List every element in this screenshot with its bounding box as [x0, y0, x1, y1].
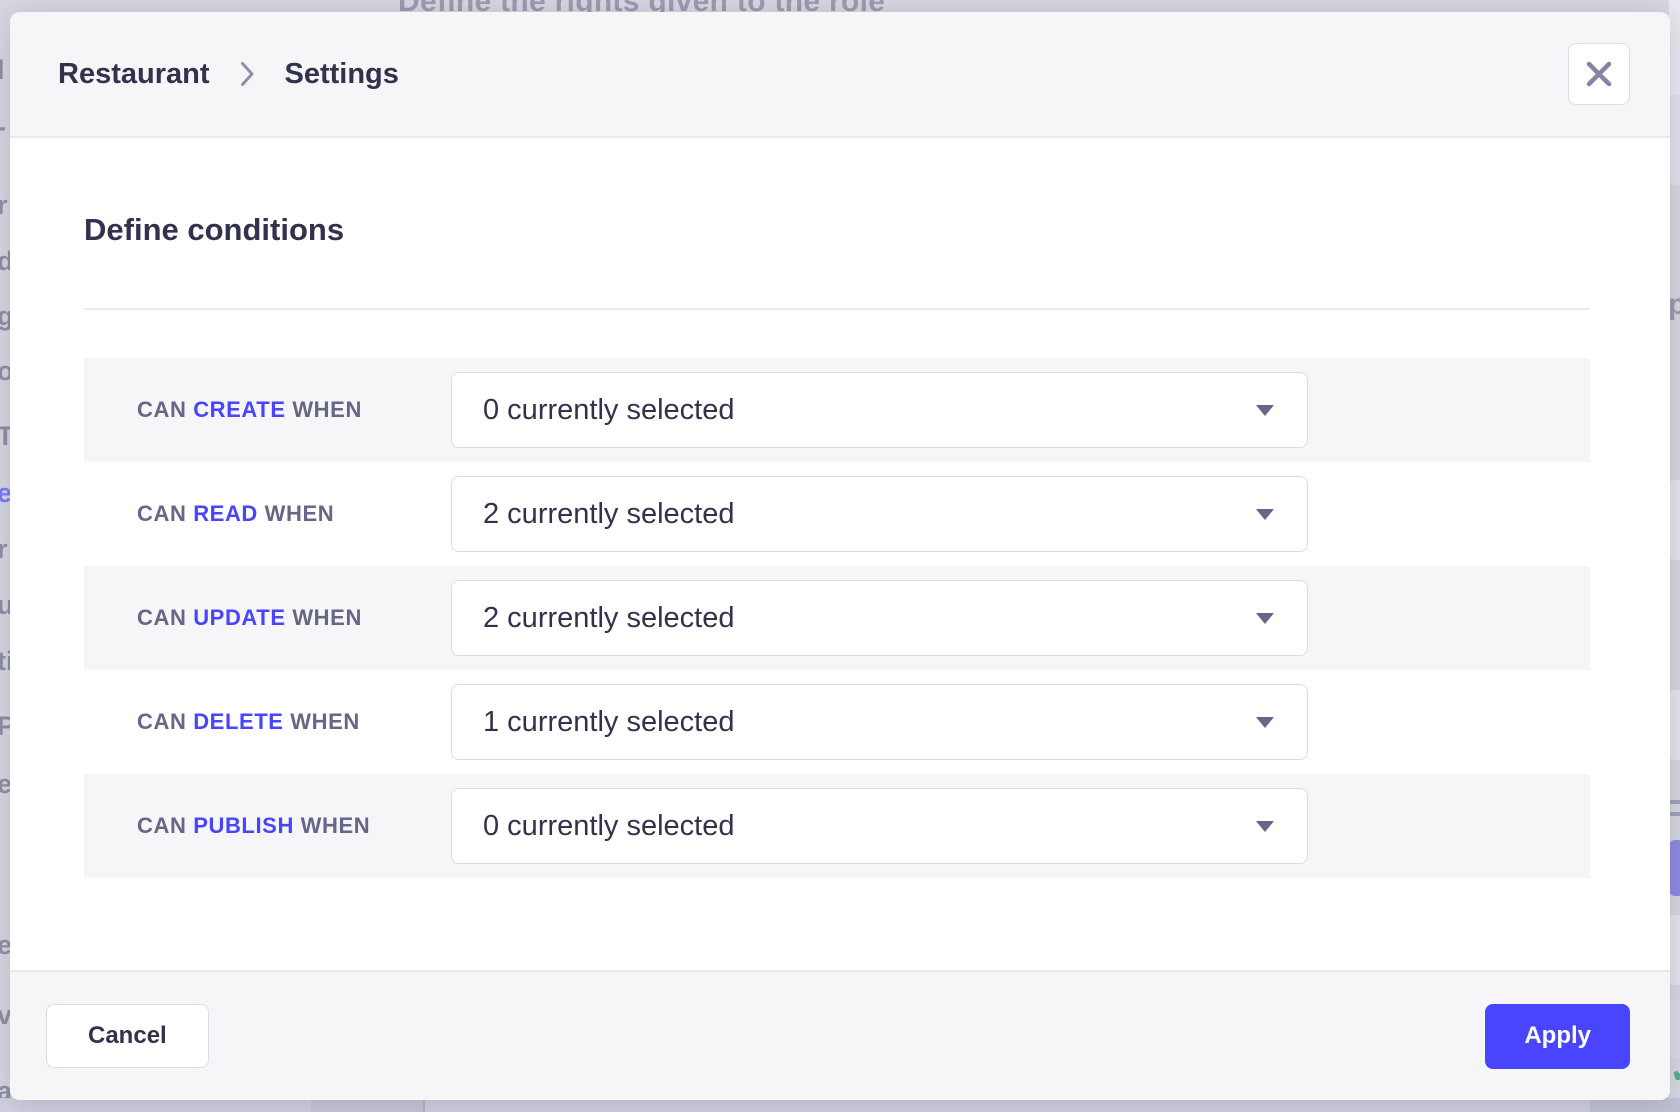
dropdown-value: 2 currently selected [483, 497, 735, 530]
bg-right-header-sliver [1669, 0, 1680, 140]
condition-action: READ [193, 501, 258, 526]
bg-left-text-fragment: ti [0, 646, 11, 676]
bg-bottom-segment [1590, 1098, 1680, 1112]
condition-select[interactable]: 0 currently selected [451, 788, 1308, 864]
condition-row: CAN READ WHEN 2 currently selected [84, 462, 1590, 566]
condition-label: CAN CREATE WHEN [84, 397, 451, 423]
bg-left-text-fragment: l [0, 55, 5, 85]
bg-left-text-fragment: r [0, 190, 8, 220]
condition-label: CAN READ WHEN [84, 501, 451, 527]
settings-conditions-modal: Restaurant Settings Define conditions CA… [10, 12, 1670, 1100]
condition-prefix: CAN [137, 605, 194, 630]
title-divider [84, 308, 1590, 310]
bg-left-text-fragment: a [0, 1076, 11, 1106]
dropdown-value: 0 currently selected [483, 809, 735, 842]
bg-right-chip [1669, 690, 1680, 760]
bg-bottom-segment [311, 1098, 423, 1112]
condition-suffix: WHEN [285, 605, 362, 630]
dropdown-value: 0 currently selected [483, 393, 735, 426]
condition-row: CAN CREATE WHEN 0 currently selected [84, 358, 1590, 462]
bg-right-chip [1669, 1000, 1680, 1058]
chevron-down-icon [1256, 716, 1274, 728]
bg-right-strip: p ✓ [1669, 0, 1680, 1112]
bg-right-chip [1669, 95, 1680, 185]
modal-body: Define conditions CAN CREATE WHEN 0 curr… [10, 138, 1670, 970]
bg-menu-icon [1669, 800, 1680, 830]
modal-title: Define conditions [84, 212, 345, 247]
condition-prefix: CAN [137, 709, 194, 734]
condition-action: PUBLISH [193, 813, 294, 838]
condition-row: CAN DELETE WHEN 1 currently selected [84, 670, 1590, 774]
bg-left-text-fragment: P [0, 711, 11, 741]
condition-action: CREATE [193, 397, 286, 422]
chevron-down-icon [1256, 820, 1274, 832]
chevron-right-icon [240, 61, 255, 87]
breadcrumb-current: Settings [284, 57, 399, 90]
condition-label: CAN DELETE WHEN [84, 709, 451, 735]
bg-add-button-sliver [1669, 840, 1680, 896]
cancel-button[interactable]: Cancel [46, 1004, 209, 1068]
condition-row: CAN PUBLISH WHEN 0 currently selected [84, 774, 1590, 878]
bg-left-text-fragment: v [0, 1000, 11, 1030]
breadcrumb-root: Restaurant [58, 57, 210, 90]
close-button[interactable] [1568, 43, 1630, 105]
dropdown-value: 2 currently selected [483, 601, 735, 634]
modal-header: Restaurant Settings [10, 12, 1670, 138]
bg-right-chip [1669, 480, 1680, 560]
bg-left-text-fragment: o [0, 356, 11, 386]
condition-label: CAN PUBLISH WHEN [84, 813, 451, 839]
condition-row: CAN UPDATE WHEN 2 currently selected [84, 566, 1590, 670]
conditions-list: CAN CREATE WHEN 0 currently selected CAN… [84, 358, 1590, 878]
dropdown-value: 1 currently selected [483, 705, 735, 738]
bg-check-icon: ✓ [1669, 1050, 1680, 1096]
condition-prefix: CAN [137, 813, 194, 838]
bg-left-text-fragment: r [0, 534, 8, 564]
condition-label: CAN UPDATE WHEN [84, 605, 451, 631]
condition-select[interactable]: 2 currently selected [451, 580, 1308, 656]
bg-left-text-fragment: e [0, 769, 11, 799]
bg-left-text-fragment: u [0, 590, 11, 620]
breadcrumb: Restaurant Settings [58, 58, 399, 91]
condition-select[interactable]: 0 currently selected [451, 372, 1308, 448]
condition-suffix: WHEN [283, 709, 360, 734]
bg-left-text-fragment: e [0, 478, 11, 508]
bg-bottom-column-line [423, 1098, 425, 1112]
bg-left-text-fragment: d [0, 246, 11, 276]
condition-prefix: CAN [137, 501, 194, 526]
condition-prefix: CAN [137, 397, 194, 422]
bg-bottom-strip [0, 1098, 1680, 1112]
condition-action: DELETE [193, 709, 284, 734]
condition-select[interactable]: 1 currently selected [451, 684, 1308, 760]
condition-suffix: WHEN [257, 501, 335, 526]
bg-left-text-fragment: T [0, 421, 11, 451]
bg-left-text-fragment: e [0, 930, 11, 960]
bg-right-chip [1669, 915, 1680, 985]
chevron-down-icon [1256, 404, 1274, 416]
bg-right-text-fragment: p [1669, 288, 1680, 321]
chevron-down-icon [1256, 612, 1274, 624]
condition-suffix: WHEN [293, 813, 371, 838]
modal-footer: Cancel Apply [10, 970, 1670, 1100]
condition-action: UPDATE [193, 605, 286, 630]
bg-left-text-fragment: - [0, 112, 11, 146]
bg-left-text-fragment: g [0, 301, 11, 331]
apply-button[interactable]: Apply [1485, 1003, 1630, 1069]
condition-select[interactable]: 2 currently selected [451, 476, 1308, 552]
close-icon [1584, 59, 1614, 89]
chevron-down-icon [1256, 508, 1274, 520]
condition-suffix: WHEN [285, 397, 362, 422]
